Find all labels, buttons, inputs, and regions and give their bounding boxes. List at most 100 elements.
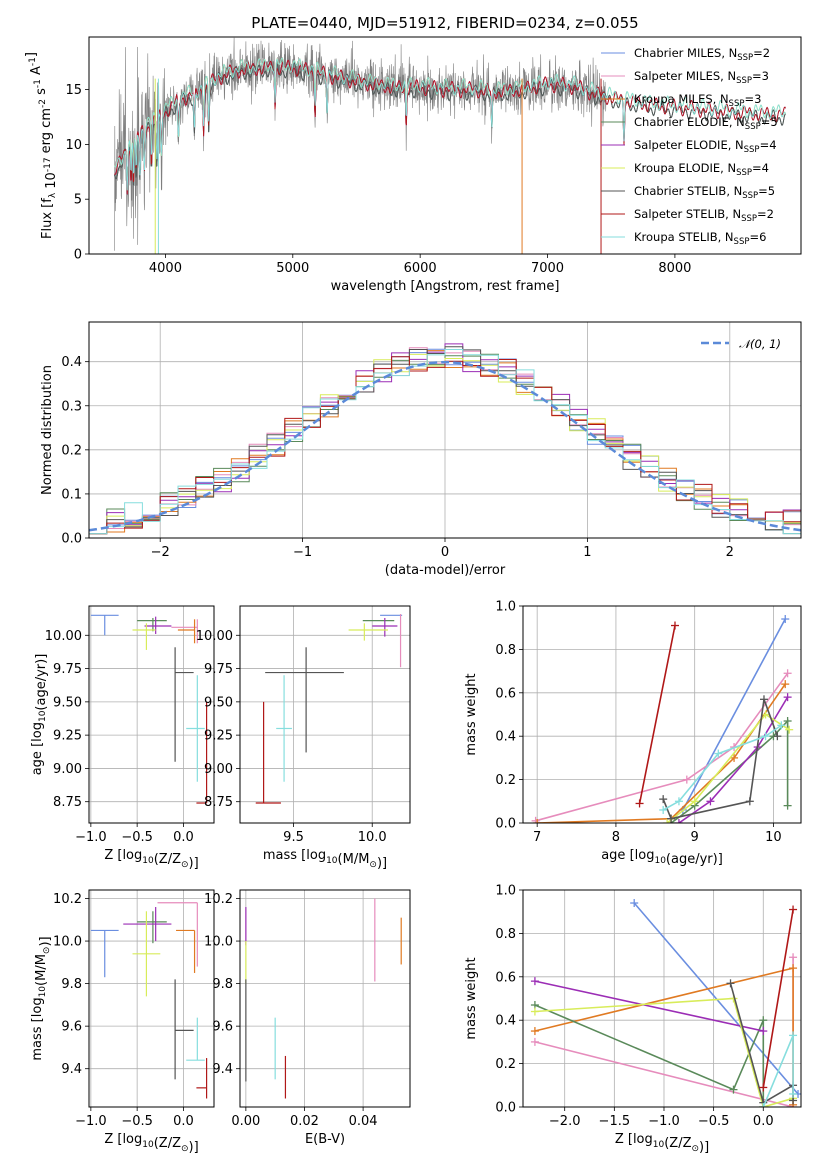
y-tick-label: 0.1 [61, 487, 82, 502]
mass-weight-line [762, 909, 794, 1088]
mass-weight-line [633, 902, 799, 1095]
x-tick-label: 5000 [276, 261, 309, 276]
mass-weight-vs-age-panel: 7 8 9 10 0.0 0.2 0.4 0.6 0.8 1.0 age [log10(age/yr… [464, 600, 802, 867]
x-tick-label: 9 [691, 830, 699, 845]
model-spectrum-line [114, 57, 786, 191]
mass-weight-marker [530, 1037, 539, 1046]
y-tick-label: 10.0 [204, 935, 233, 950]
x-axis-label: Z [log10(Z/Z⊙)] [104, 1132, 198, 1155]
mass-weight-line [534, 980, 764, 1032]
x-tick-label: 0.0 [753, 1114, 774, 1129]
axes-frame [522, 605, 802, 824]
mass-weight-marker [530, 977, 539, 986]
plot-area [90, 902, 208, 1099]
axes-frame [239, 605, 411, 824]
y-tick-label: 0.0 [495, 1101, 516, 1116]
axes-frame [88, 36, 802, 255]
y-tick-label: 9.75 [204, 662, 233, 677]
mass-weight-marker [783, 801, 792, 810]
mass-weight-marker [759, 695, 768, 704]
x-axis-label: (data-model)/error [385, 563, 506, 578]
x-tick-label: 6000 [404, 261, 437, 276]
age-vs-metallicity-panel: −1.0 −0.5 0.0 8.75 9.00 9.25 9.50 9.75 10.00 Z [l… [30, 605, 215, 871]
plot-area [255, 613, 403, 804]
mass-weight-marker [630, 899, 639, 908]
x-tick-label: 2 [726, 545, 734, 560]
mass-weight-marker [745, 797, 754, 806]
legend-entry: Kroupa ELODIE, NSSP=4 [634, 161, 769, 178]
mass-weight-marker [706, 797, 715, 806]
mass-weight-marker [759, 1027, 768, 1036]
y-tick-label: 0.6 [495, 970, 516, 985]
plot-area [245, 898, 402, 1099]
mass-weight-marker [667, 814, 676, 823]
plot-area [531, 615, 794, 823]
mass-weight-marker [789, 1089, 798, 1098]
y-tick-label: 9.8 [61, 977, 82, 992]
y-axis-label: mass weight [464, 673, 479, 755]
plot-area [90, 614, 208, 804]
mass-weight-marker [781, 680, 790, 689]
mass-weight-marker [690, 797, 699, 806]
y-tick-label: 9.25 [53, 729, 82, 744]
mass-weight-marker [773, 732, 782, 741]
mass-weight-line [729, 983, 794, 1104]
y-tick-label: 0.0 [61, 532, 82, 547]
mass-weight-marker [674, 819, 683, 823]
mass-weight-marker [783, 669, 792, 678]
model-spectrum-line [114, 59, 602, 195]
y-tick-label: 0.4 [61, 355, 82, 370]
y-tick-label: 10.0 [53, 935, 82, 950]
x-axis-label: Z [log10(Z/Z⊙)] [104, 848, 198, 871]
mass-weight-marker [783, 717, 792, 726]
y-tick-label: 10 [65, 138, 82, 153]
mass-weight-marker [789, 953, 798, 962]
legend-entry: Kroupa STELIB, NSSP=6 [634, 230, 766, 247]
y-tick-label: 9.4 [212, 1062, 233, 1077]
y-axis-label: mass [log10(M/M⊙)] [30, 936, 53, 1060]
axes-frame [239, 889, 411, 1108]
x-tick-label: −1.0 [648, 1114, 680, 1129]
mass-weight-marker [759, 1083, 768, 1092]
mass-weight-marker [759, 1016, 768, 1025]
y-tick-label: 0.4 [495, 1014, 516, 1029]
figure-title: PLATE=0440, MJD=51912, FIBERID=0234, z=0… [251, 14, 638, 32]
y-tick-label: 0.3 [61, 399, 82, 414]
y-tick-label: 10.00 [45, 629, 82, 644]
x-tick-label: −2.0 [549, 1114, 581, 1129]
x-tick-label: 0.0 [173, 1114, 194, 1129]
x-tick-label: −0.5 [698, 1114, 730, 1129]
x-axis-label: E(B-V) [305, 1132, 345, 1147]
y-tick-label: 0.0 [495, 817, 516, 832]
mass-weight-marker [659, 805, 668, 814]
mass-weight-marker [682, 775, 691, 784]
axes-frame [88, 321, 802, 539]
plot-area [114, 37, 786, 254]
x-tick-label: −1.0 [75, 830, 107, 845]
x-tick-label: −0.5 [121, 830, 153, 845]
x-tick-label: −1.5 [599, 1114, 631, 1129]
x-tick-label: −0.5 [121, 1114, 153, 1129]
y-tick-label: 9.6 [212, 1020, 233, 1035]
residual-histogram-panel: −2 −1 0 1 2 0.0 0.1 0.2 0.3 0.4 (data-model)/error… [40, 321, 802, 578]
mass-weight-marker [781, 615, 790, 624]
y-tick-label: 9.00 [53, 762, 82, 777]
y-axis-label: Normed distribution [40, 365, 55, 495]
mass-weight-line [666, 713, 790, 823]
legend-entry: 𝒩(0, 1) [739, 337, 781, 351]
mass-weight-line [534, 997, 794, 1107]
y-axis-label: age [log10(age/yr)] [30, 654, 49, 776]
mass-weight-marker [783, 693, 792, 702]
y-tick-label: 9.00 [204, 762, 233, 777]
y-tick-label: 9.50 [53, 695, 82, 710]
mass-weight-marker [714, 749, 723, 758]
y-tick-label: 0.4 [495, 730, 516, 745]
mass-weight-marker [729, 1085, 738, 1094]
x-tick-label: 8 [612, 830, 620, 845]
y-tick-label: 5 [74, 193, 82, 208]
mass-weight-marker [789, 905, 798, 914]
y-axis-label: mass weight [464, 957, 479, 1039]
y-tick-label: 1.0 [495, 884, 516, 899]
x-axis-label: wavelength [Angstrom, rest frame] [331, 279, 560, 294]
